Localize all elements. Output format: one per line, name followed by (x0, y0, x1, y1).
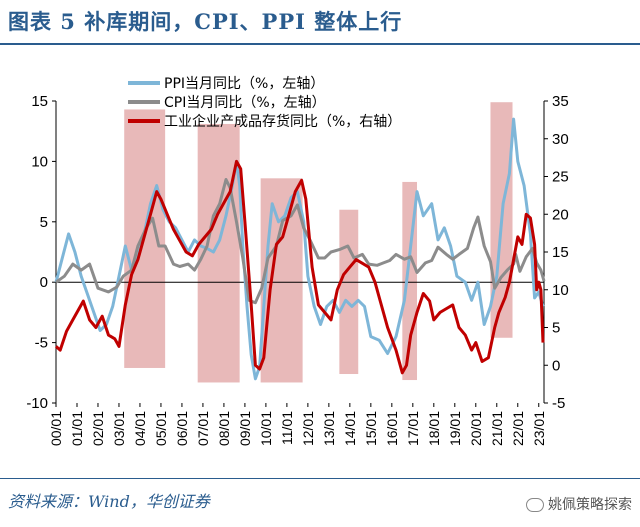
x-tick-label-14: 14/01 (342, 411, 358, 446)
x-tick-label-16: 16/01 (384, 411, 400, 446)
right-tick-label-7: 30 (552, 131, 569, 148)
brand-label: 姚佩策略探索 (526, 494, 632, 514)
x-tick-label-10: 10/01 (258, 411, 274, 446)
x-tick-label-1: 01/01 (69, 411, 85, 446)
x-tick-label-7: 07/01 (195, 411, 211, 446)
legend-label-0: PPI当月同比（%，左轴） (164, 76, 324, 92)
shaded-period-2 (260, 178, 303, 383)
x-tick-label-2: 02/01 (90, 411, 106, 446)
source-rule (0, 478, 640, 479)
right-tick-label-8: 35 (552, 93, 569, 110)
legend-label-1: CPI当月同比（%，左轴） (164, 95, 326, 111)
x-tick-label-0: 00/01 (48, 411, 64, 446)
left-tick-label-1: -5 (35, 335, 48, 352)
x-tick-label-19: 19/01 (447, 411, 463, 446)
left-tick-label-0: -10 (26, 395, 48, 412)
x-tick-label-15: 15/01 (363, 411, 379, 446)
left-tick-label-2: 0 (40, 274, 48, 291)
x-tick-label-6: 06/01 (174, 411, 190, 446)
series-line-1 (55, 178, 546, 305)
left-tick-label-3: 5 (40, 214, 48, 231)
right-tick-label-3: 10 (552, 282, 569, 299)
right-tick-label-2: 5 (552, 320, 560, 337)
series-line-2 (55, 159, 545, 375)
chart: -10 -5 0 5 10 15 -5 0 5 10 15 20 25 30 35 00/01 01/01 02/… (26, 76, 569, 446)
right-tick-label-6: 25 (552, 169, 569, 186)
left-tick-label-4: 10 (31, 153, 48, 170)
figure-title: 图表 5 补库期间，CPI、PPI 整体上行 (8, 9, 403, 34)
x-tick-label-11: 11/01 (279, 411, 295, 445)
x-tick-label-20: 20/01 (468, 411, 484, 446)
x-tick-label-5: 05/01 (153, 411, 169, 446)
x-tick-label-3: 03/01 (111, 411, 127, 446)
x-tick-label-21: 21/01 (489, 411, 505, 446)
source-note: 资料来源：Wind，华创证券 (8, 492, 210, 511)
x-tick-label-12: 12/01 (300, 411, 316, 446)
x-tick-label-23: 23/01 (531, 411, 547, 446)
x-tick-label-4: 04/01 (132, 411, 148, 446)
right-tick-label-4: 15 (552, 244, 569, 261)
x-tick-label-9: 09/01 (237, 411, 253, 446)
x-tick-label-17: 17/01 (405, 411, 421, 446)
x-tick-label-8: 08/01 (216, 411, 232, 446)
left-tick-label-5: 15 (31, 93, 48, 110)
right-tick-label-5: 20 (552, 206, 569, 223)
x-tick-label-22: 22/01 (510, 411, 526, 446)
right-tick-label-0: -5 (552, 395, 565, 412)
wechat-icon (526, 498, 544, 512)
x-tick-label-18: 18/01 (426, 411, 442, 446)
right-tick-label-1: 0 (552, 357, 560, 374)
title-rule (0, 43, 640, 45)
x-tick-label-13: 13/01 (321, 411, 337, 446)
legend-label-2: 工业企业产成品存货同比（%，右轴） (164, 113, 401, 130)
brand-text: 姚佩策略探索 (548, 497, 632, 513)
shaded-period-3 (339, 209, 359, 375)
